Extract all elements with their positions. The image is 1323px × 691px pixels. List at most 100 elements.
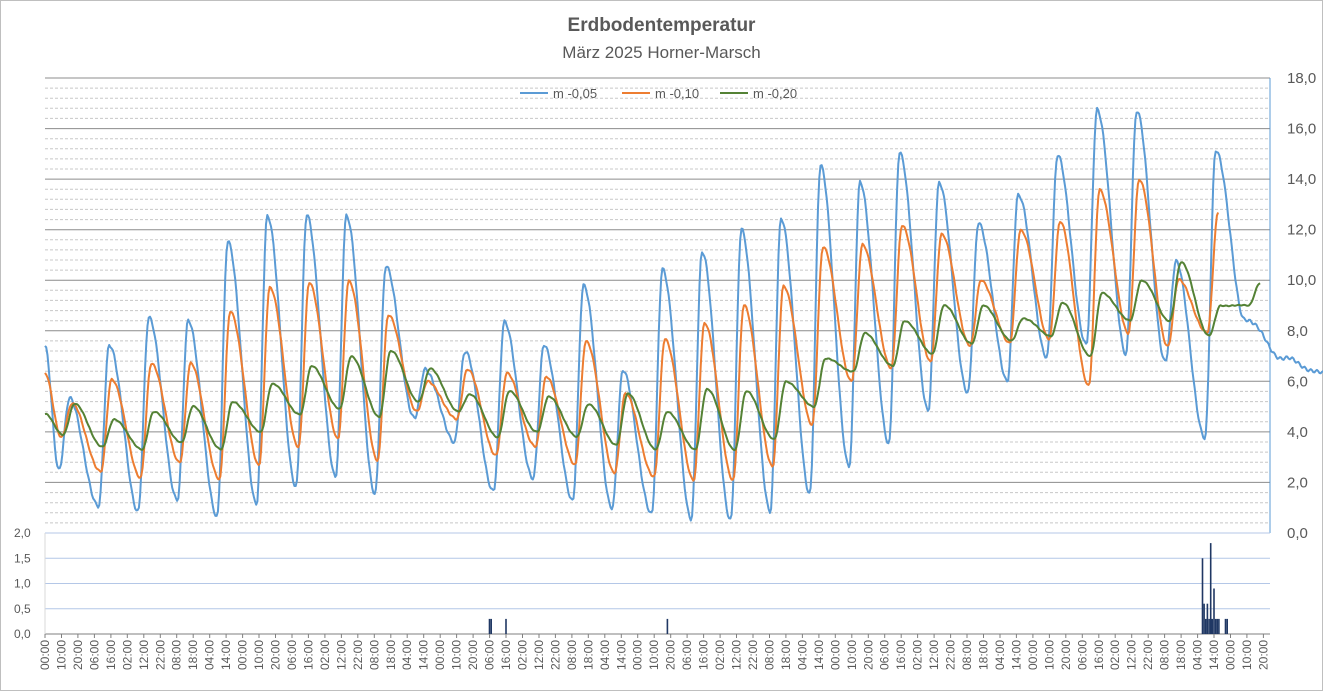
x-tick-label: 06:00 bbox=[483, 640, 497, 670]
precip-y-tick-label: 1,5 bbox=[14, 551, 31, 565]
x-tick-label: 20:00 bbox=[1256, 640, 1270, 670]
main-y-tick-label: 4,0 bbox=[1287, 424, 1308, 441]
x-tick-label: 00:00 bbox=[631, 640, 645, 670]
x-tick-label: 04:00 bbox=[795, 640, 809, 670]
x-tick-label: 18:00 bbox=[779, 640, 793, 670]
x-tick-label: 10:00 bbox=[647, 640, 661, 670]
x-tick-label: 02:00 bbox=[318, 640, 332, 670]
precip-bar bbox=[1208, 618, 1210, 634]
precip-bar bbox=[1224, 618, 1227, 634]
x-tick-label: 04:00 bbox=[598, 640, 612, 670]
x-tick-label: 16:00 bbox=[1092, 640, 1106, 670]
x-tick-label: 20:00 bbox=[466, 640, 480, 670]
x-tick-label: 08:00 bbox=[565, 640, 579, 670]
x-tick-label: 08:00 bbox=[367, 640, 381, 670]
x-tick-label: 16:00 bbox=[499, 640, 513, 670]
x-tick-label: 02:00 bbox=[911, 640, 925, 670]
x-tick-label: 16:00 bbox=[894, 640, 908, 670]
x-tick-label: 20:00 bbox=[664, 640, 678, 670]
main-y-tick-label: 10,0 bbox=[1287, 272, 1316, 289]
x-tick-label: 22:00 bbox=[153, 640, 167, 670]
main-y-tick-label: 0,0 bbox=[1287, 525, 1308, 542]
x-tick-label: 12:00 bbox=[1125, 640, 1139, 670]
precip-bar bbox=[1206, 603, 1209, 634]
chart-title: Erdbodentemperatur bbox=[567, 15, 756, 36]
x-tick-label: 02:00 bbox=[713, 640, 727, 670]
precip-bar bbox=[1209, 543, 1212, 634]
precip-bar bbox=[1203, 603, 1205, 634]
x-tick-label: 22:00 bbox=[1141, 640, 1155, 670]
main-y-tick-label: 16,0 bbox=[1287, 121, 1316, 138]
precip-bar bbox=[1213, 588, 1215, 634]
x-tick-label: 08:00 bbox=[763, 640, 777, 670]
x-tick-label: 18:00 bbox=[977, 640, 991, 670]
x-tick-label: 22:00 bbox=[746, 640, 760, 670]
precip-bar bbox=[1211, 618, 1214, 634]
temperature-series bbox=[44, 106, 1323, 522]
x-tick-label: 20:00 bbox=[861, 640, 875, 670]
x-tick-label: 00:00 bbox=[1026, 640, 1040, 670]
main-y-tick-label: 8,0 bbox=[1287, 323, 1308, 340]
x-tick-label: 18:00 bbox=[384, 640, 398, 670]
precip-y-tick-label: 1,0 bbox=[14, 577, 31, 591]
precip-bar bbox=[1218, 618, 1220, 634]
precip-bar bbox=[1226, 618, 1228, 634]
precip-bar bbox=[1214, 618, 1217, 634]
x-tick-label: 08:00 bbox=[170, 640, 184, 670]
x-tick-label: 10:00 bbox=[1042, 640, 1056, 670]
x-tick-label: 22:00 bbox=[548, 640, 562, 670]
x-tick-label: 18:00 bbox=[186, 640, 200, 670]
x-tick-label: 12:00 bbox=[730, 640, 744, 670]
x-tick-label: 14:00 bbox=[219, 640, 233, 670]
x-tick-label: 02:00 bbox=[1108, 640, 1122, 670]
x-tick-label: 00:00 bbox=[38, 640, 52, 670]
x-tick-label: 18:00 bbox=[581, 640, 595, 670]
x-tick-label: 08:00 bbox=[1158, 640, 1172, 670]
series-line-1 bbox=[44, 106, 1323, 522]
legend-label-2: m -0,10 bbox=[655, 86, 699, 101]
main-y-tick-label: 14,0 bbox=[1287, 171, 1316, 188]
x-tick-label: 16:00 bbox=[301, 640, 315, 670]
legend: m -0,05 m -0,10 m -0,20 bbox=[520, 86, 797, 101]
x-tick-label: 16:00 bbox=[104, 640, 118, 670]
x-tick-label: 22:00 bbox=[944, 640, 958, 670]
x-tick-label: 14:00 bbox=[1009, 640, 1023, 670]
x-tick-label: 04:00 bbox=[993, 640, 1007, 670]
precip-bar bbox=[490, 618, 492, 634]
main-y-tick-label: 6,0 bbox=[1287, 373, 1308, 390]
x-tick-label: 12:00 bbox=[137, 640, 151, 670]
x-tick-label: 08:00 bbox=[960, 640, 974, 670]
x-tick-label: 10:00 bbox=[252, 640, 266, 670]
x-tick-label: 06:00 bbox=[878, 640, 892, 670]
x-tick-label: 16:00 bbox=[697, 640, 711, 670]
x-tick-label: 10:00 bbox=[845, 640, 859, 670]
x-tick-label: 10:00 bbox=[450, 640, 464, 670]
x-tick-label: 14:00 bbox=[614, 640, 628, 670]
precip-y-tick-label: 0,5 bbox=[14, 602, 31, 616]
x-tick-label: 06:00 bbox=[285, 640, 299, 670]
x-tick-label: 00:00 bbox=[433, 640, 447, 670]
precip-y-tick-label: 2,0 bbox=[14, 526, 31, 540]
main-y-tick-labels: 0,0 2,0 4,0 6,0 8,0 10,0 12,0 14,0 16,0 18,0 bbox=[1287, 70, 1316, 542]
x-tick-label: 12:00 bbox=[532, 640, 546, 670]
x-tick-label: 06:00 bbox=[87, 640, 101, 670]
x-tick-label: 14:00 bbox=[417, 640, 431, 670]
legend-label-3: m -0,20 bbox=[753, 86, 797, 101]
x-tick-label: 00:00 bbox=[828, 640, 842, 670]
main-gridlines bbox=[45, 77, 1271, 534]
series-line-3 bbox=[44, 261, 1261, 452]
x-tick-label: 00:00 bbox=[1224, 640, 1238, 670]
x-tick-label: 06:00 bbox=[1075, 640, 1089, 670]
main-y-tick-label: 12,0 bbox=[1287, 222, 1316, 239]
x-tick-label: 12:00 bbox=[927, 640, 941, 670]
x-tick-label: 10:00 bbox=[55, 640, 69, 670]
precip-y-tick-label: 0,0 bbox=[14, 627, 31, 641]
x-tick-label: 14:00 bbox=[1207, 640, 1221, 670]
precip-bar bbox=[1205, 618, 1207, 634]
precip-bars bbox=[488, 543, 1228, 635]
x-tick-label: 14:00 bbox=[812, 640, 826, 670]
precip-bar bbox=[1201, 558, 1204, 635]
x-tick-label: 20:00 bbox=[269, 640, 283, 670]
